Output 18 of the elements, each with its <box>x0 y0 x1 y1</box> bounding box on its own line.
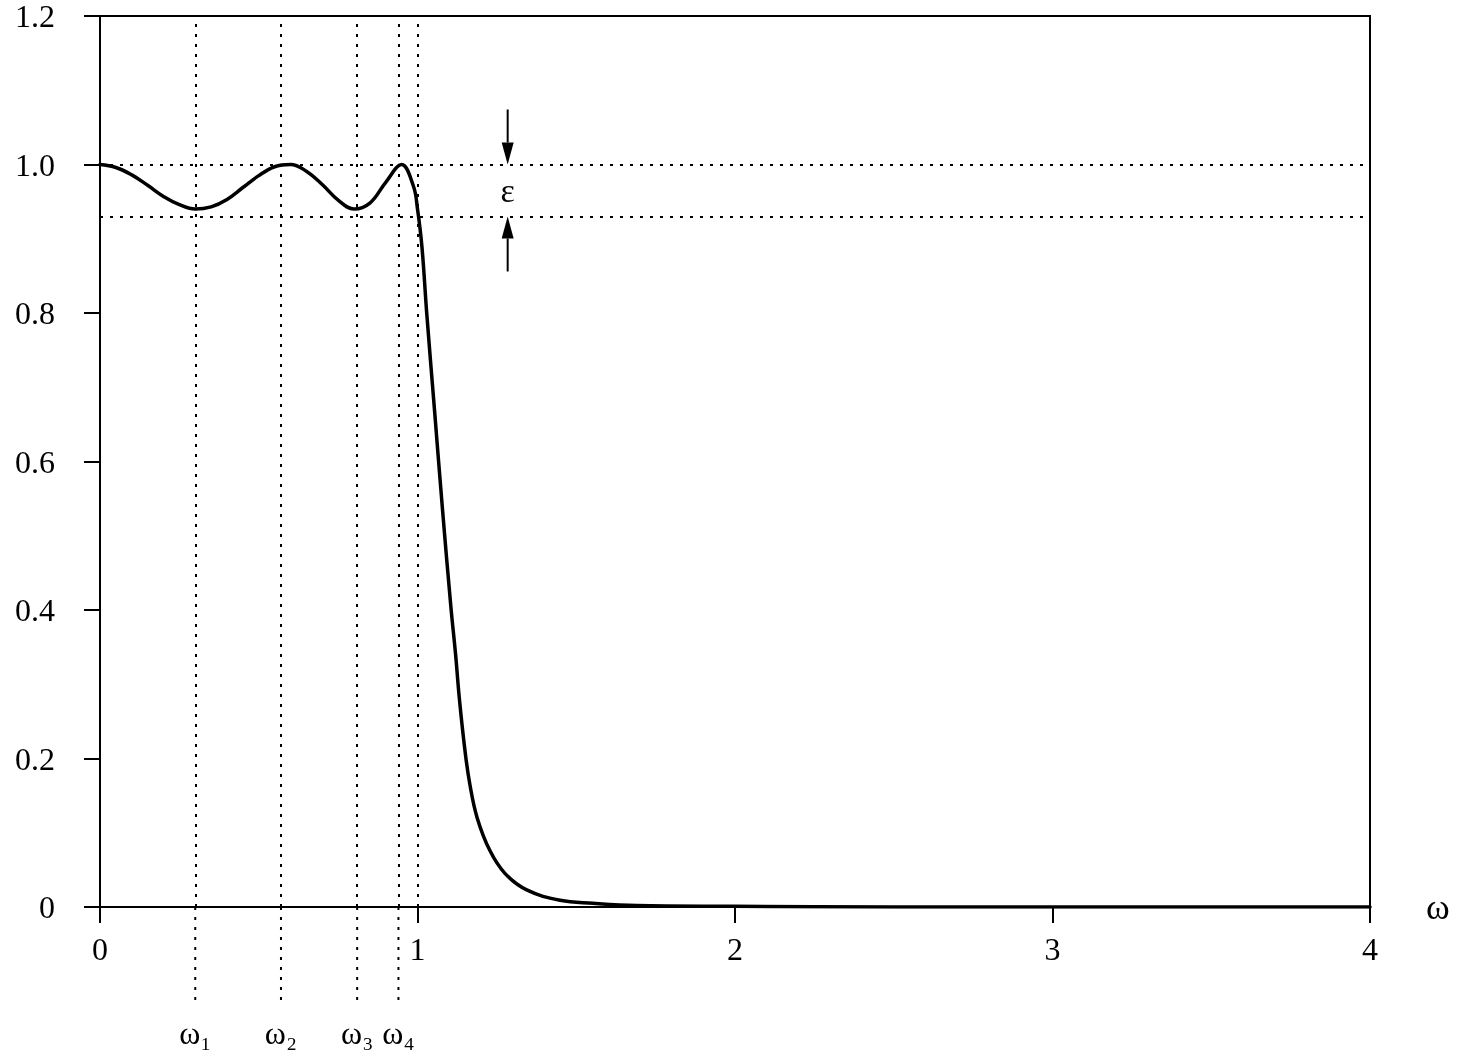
x-tick-label: 2 <box>727 931 743 967</box>
y-tick-label: 0.4 <box>15 592 55 628</box>
x-tick-label: 4 <box>1362 931 1378 967</box>
annotation: ε <box>500 171 515 209</box>
ref-line-label: ω₄ <box>382 1015 415 1051</box>
ref-line-label: ω₃ <box>341 1015 374 1051</box>
y-tick-label: 1.2 <box>15 0 55 34</box>
y-tick-label: 1.0 <box>15 146 55 183</box>
y-tick-label: 0.2 <box>15 740 55 777</box>
y-tick-label: 0.8 <box>15 295 55 331</box>
y-tick-label: 0.6 <box>15 443 55 480</box>
y-tick-label: 0 <box>39 889 55 925</box>
ref-line-label: ω₁ <box>179 1015 212 1051</box>
ref-line-label: ω₂ <box>264 1015 298 1051</box>
x-tick-label: 1 <box>409 931 426 967</box>
x-tick-label: 0 <box>92 931 108 967</box>
x-tick-label: 3 <box>1044 931 1061 967</box>
x-axis-title: ω <box>1426 887 1450 927</box>
